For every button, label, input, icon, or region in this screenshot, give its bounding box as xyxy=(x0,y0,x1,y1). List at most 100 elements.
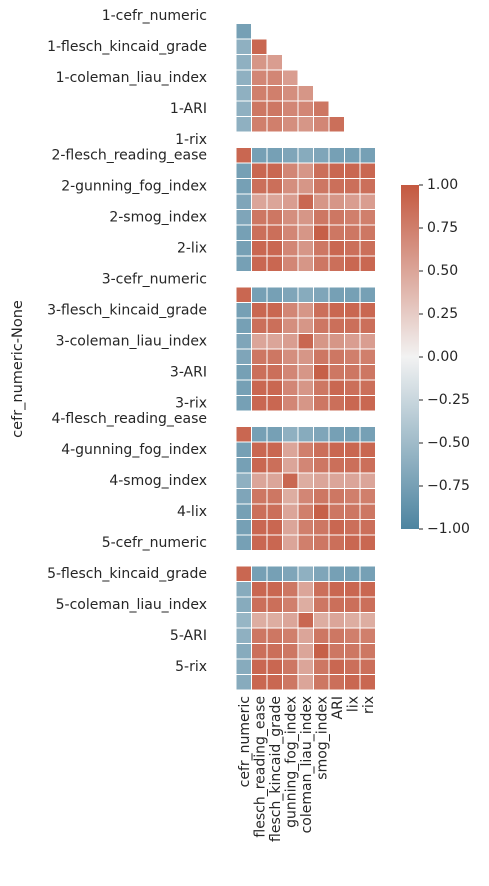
heatmap-cell-r23-c4 xyxy=(297,364,314,381)
heatmap-cell-r9-c7 xyxy=(344,147,361,164)
heatmap-cell-r6-c1 xyxy=(251,100,268,117)
heatmap-cell-r15-c7 xyxy=(344,240,361,257)
heatmap-cell-r2-c1 xyxy=(251,38,268,55)
heatmap-cell-r21-c5 xyxy=(313,333,330,350)
heatmap-cell-r28-c5 xyxy=(313,441,330,458)
heatmap-cell-r36-c8 xyxy=(359,565,376,582)
heatmap-cell-r37-c5 xyxy=(313,581,330,598)
heatmap-cell-r22-c7 xyxy=(344,348,361,365)
heatmap-cell-r9-c1 xyxy=(251,147,268,164)
column-labels: cefr_numeric flesch_reading_ease flesch_ki… xyxy=(237,696,377,842)
heatmap-cell-r43-c6 xyxy=(328,674,345,691)
heatmap-cell-r36-c0 xyxy=(235,565,252,582)
heatmap-cell-r30-c4 xyxy=(297,472,314,489)
heatmap-cell-r31-c5 xyxy=(313,488,330,505)
heatmap-cell-r23-c3 xyxy=(282,364,299,381)
heatmap-cell-r9-c3 xyxy=(282,147,299,164)
heatmap-cell-r16-c2 xyxy=(266,255,283,272)
heatmap-cell-r29-c3 xyxy=(282,457,299,474)
heatmap-cell-r24-c8 xyxy=(359,379,376,396)
heatmap-cell-r40-c8 xyxy=(359,627,376,644)
heatmap-cell-r36-c7 xyxy=(344,565,361,582)
row-label-6: 1-ARI xyxy=(170,101,207,117)
heatmap-cell-r42-c5 xyxy=(313,658,330,675)
heatmap-cell-r25-c5 xyxy=(313,395,330,412)
heatmap-cell-r23-c5 xyxy=(313,364,330,381)
heatmap-cell-r23-c1 xyxy=(251,364,268,381)
heatmap-cell-r34-c3 xyxy=(282,534,299,551)
heatmap-cell-r22-c1 xyxy=(251,348,268,365)
heatmap-cell-r27-c4 xyxy=(297,426,314,443)
heatmap-cell-r29-c2 xyxy=(266,457,283,474)
heatmap-cell-r37-c6 xyxy=(328,581,345,598)
heatmap-cell-r38-c3 xyxy=(282,596,299,613)
heatmap-cell-r24-c0 xyxy=(235,379,252,396)
colorbar-tick-label-7: −0.75 xyxy=(427,478,470,494)
heatmap-cell-r14-c2 xyxy=(266,224,283,241)
heatmap-cell-r13-c4 xyxy=(297,209,314,226)
heatmap-cell-r9-c6 xyxy=(328,147,345,164)
heatmap-cell-r12-c3 xyxy=(282,193,299,210)
heatmap-cell-r28-c0 xyxy=(235,441,252,458)
heatmap-cell-r6-c0 xyxy=(235,100,252,117)
heatmap-cell-r38-c2 xyxy=(266,596,283,613)
heatmap-cell-r20-c0 xyxy=(235,317,252,334)
heatmap-cell-r40-c6 xyxy=(328,627,345,644)
heatmap-cell-r32-c4 xyxy=(297,503,314,520)
heatmap-cell-r19-c6 xyxy=(328,302,345,319)
heatmap-cell-r31-c2 xyxy=(266,488,283,505)
heatmap-cell-r31-c1 xyxy=(251,488,268,505)
column-label-2: flesch_kincaid_grade xyxy=(268,696,284,842)
heatmap-cell-r33-c1 xyxy=(251,519,268,536)
heatmap-cell-r12-c4 xyxy=(297,193,314,210)
heatmap-cell-r29-c7 xyxy=(344,457,361,474)
heatmap-cell-r15-c4 xyxy=(297,240,314,257)
heatmap-cell-r36-c4 xyxy=(297,565,314,582)
heatmap-cell-r32-c6 xyxy=(328,503,345,520)
heatmap-cell-r36-c2 xyxy=(266,565,283,582)
heatmap-cell-r12-c5 xyxy=(313,193,330,210)
heatmap-cell-r15-c6 xyxy=(328,240,345,257)
heatmap-cell-r14-c7 xyxy=(344,224,361,241)
y-axis-label: cefr_numeric-None xyxy=(10,300,26,438)
heatmap-cell-r37-c0 xyxy=(235,581,252,598)
heatmap-cell-r27-c6 xyxy=(328,426,345,443)
heatmap-cells xyxy=(235,23,376,691)
row-label-23: 3-ARI xyxy=(170,364,207,380)
heatmap-cell-r30-c5 xyxy=(313,472,330,489)
heatmap-cell-r40-c1 xyxy=(251,627,268,644)
heatmap-cell-r33-c6 xyxy=(328,519,345,536)
heatmap-cell-r18-c0 xyxy=(235,286,252,303)
heatmap-cell-r13-c3 xyxy=(282,209,299,226)
heatmap-cell-r6-c3 xyxy=(282,100,299,117)
heatmap-cell-r25-c3 xyxy=(282,395,299,412)
heatmap-cell-r13-c1 xyxy=(251,209,268,226)
column-label-6: ARI xyxy=(330,696,346,719)
heatmap-cell-r20-c7 xyxy=(344,317,361,334)
heatmap-cell-r11-c3 xyxy=(282,178,299,195)
heatmap-cell-r30-c0 xyxy=(235,472,252,489)
heatmap-cell-r33-c0 xyxy=(235,519,252,536)
heatmap-cell-r27-c3 xyxy=(282,426,299,443)
heatmap-cell-r7-c5 xyxy=(313,116,330,133)
heatmap-cell-r42-c4 xyxy=(297,658,314,675)
heatmap-cell-r16-c6 xyxy=(328,255,345,272)
row-label-28: 4-gunning_fog_index xyxy=(61,442,207,458)
colorbar-tick-label-5: −0.25 xyxy=(427,392,470,408)
column-label-8: rix xyxy=(361,696,377,714)
heatmap-cell-r16-c5 xyxy=(313,255,330,272)
heatmap-cell-r41-c2 xyxy=(266,643,283,660)
heatmap-cell-r29-c8 xyxy=(359,457,376,474)
heatmap-cell-r31-c0 xyxy=(235,488,252,505)
heatmap-cell-r37-c3 xyxy=(282,581,299,598)
heatmap-cell-r23-c6 xyxy=(328,364,345,381)
row-label-0: 1-cefr_numeric xyxy=(102,8,207,24)
heatmap-cell-r3-c0 xyxy=(235,54,252,71)
column-label-5: smog_index xyxy=(314,696,330,780)
heatmap-cell-r34-c5 xyxy=(313,534,330,551)
heatmap-cell-r28-c6 xyxy=(328,441,345,458)
heatmap-cell-r24-c3 xyxy=(282,379,299,396)
heatmap-cell-r3-c2 xyxy=(266,54,283,71)
heatmap-cell-r29-c6 xyxy=(328,457,345,474)
heatmap-cell-r25-c7 xyxy=(344,395,361,412)
